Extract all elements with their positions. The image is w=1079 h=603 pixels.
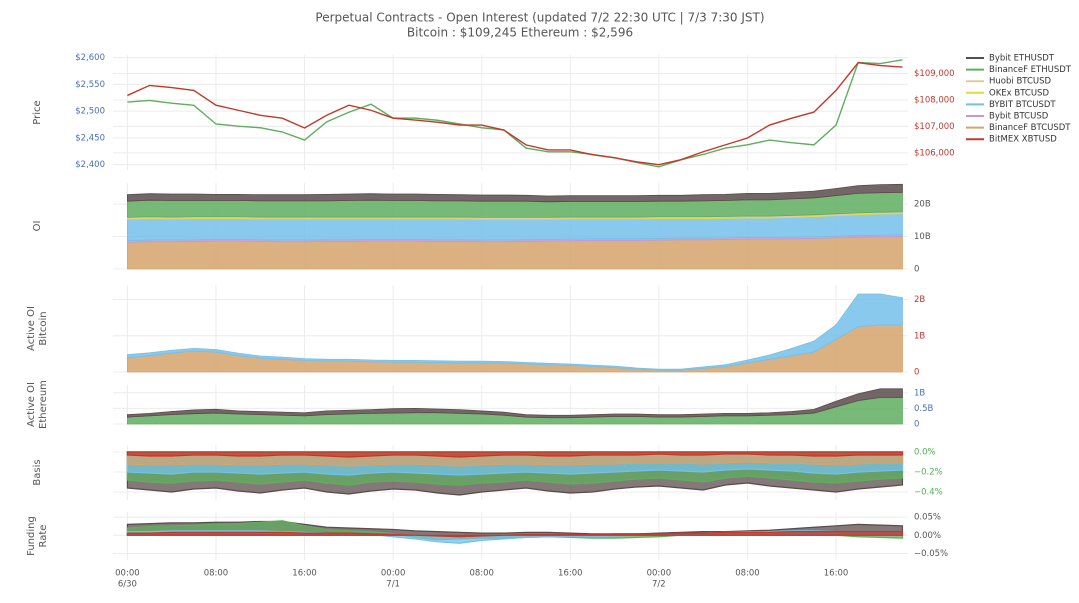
y-tick-label: 1B (914, 331, 925, 341)
stacked-area (126, 183, 903, 203)
y-axis-label: Basis (32, 459, 43, 485)
y-tick-label: 0.00% (914, 531, 941, 541)
y-tick-label: $2,600 (75, 53, 105, 63)
y-tick-label: 1B (914, 388, 925, 398)
y-axis-label: Active OI (26, 382, 37, 427)
stacked-area (126, 293, 903, 371)
stacked-area (126, 388, 903, 419)
y-tick-label: −0.05% (914, 549, 948, 559)
y-tick-label: 0.5B (914, 404, 934, 414)
chart-subtitle: Bitcoin : $109,245 Ethereum : $2,596 (407, 26, 633, 40)
y-axis-label: Active OI (26, 306, 37, 351)
y-tick-label: $2,400 (75, 160, 105, 170)
x-tick-label: 16:00 (292, 569, 317, 579)
y-tick-label: $2,500 (75, 107, 105, 117)
y-tick-label: $2,450 (75, 133, 105, 143)
price-line (127, 61, 903, 166)
y-tick-label: 20B (914, 200, 931, 210)
legend-label: OKEx BTCUSD (989, 88, 1049, 98)
y-tick-label: 0.0% (914, 448, 936, 458)
y-tick-label: 0 (914, 368, 919, 378)
y-tick-label: $108,000 (914, 95, 955, 105)
x-tick-label: 00:00 (647, 569, 672, 579)
y-axis-label: Funding (26, 516, 37, 556)
x-tick-label: 08:00 (735, 569, 760, 579)
y-tick-label: 10B (914, 232, 931, 242)
y-tick-label: $109,000 (914, 69, 955, 79)
x-tick-label: 16:00 (558, 569, 583, 579)
y-axis-label: Price (32, 100, 43, 124)
y-tick-label: −0.4% (914, 488, 943, 498)
y-axis-label: OI (32, 221, 43, 232)
x-tick-date: 6/30 (118, 580, 137, 590)
chart-title: Perpetual Contracts - Open Interest (upd… (315, 11, 764, 25)
y-tick-label: 0 (914, 265, 919, 275)
x-tick-label: 00:00 (381, 569, 406, 579)
y-tick-label: $107,000 (914, 122, 955, 132)
legend-label: BinanceF BTCUSDT (989, 123, 1071, 133)
y-tick-label: $106,000 (914, 148, 955, 158)
y-tick-label: $2,550 (75, 80, 105, 90)
y-tick-label: 0.05% (914, 513, 941, 523)
legend-label: Bybit ETHUSDT (989, 54, 1055, 64)
x-tick-date: 7/1 (386, 580, 400, 590)
y-axis-label: Bitcoin (38, 311, 49, 345)
x-tick-label: 16:00 (824, 569, 849, 579)
x-tick-label: 08:00 (204, 569, 229, 579)
area (126, 451, 904, 458)
x-tick-label: 00:00 (115, 569, 140, 579)
x-tick-date: 7/2 (652, 580, 666, 590)
x-tick-label: 08:00 (469, 569, 494, 579)
y-tick-label: 0 (914, 420, 919, 430)
y-axis-label: Ethereum (38, 380, 49, 429)
legend-label: BinanceF ETHUSDT (989, 65, 1072, 75)
y-tick-label: −0.2% (914, 468, 943, 478)
legend-label: Huobi BTCUSD (989, 77, 1052, 87)
price-line (127, 59, 903, 168)
area (126, 531, 904, 538)
legend-label: BYBIT BTCUSDT (989, 100, 1056, 110)
y-tick-label: 2B (914, 295, 925, 305)
y-axis-label: Rate (38, 525, 49, 548)
legend-label: BitMEX XBTUSD (989, 135, 1057, 145)
legend-label: Bybit BTCUSD (989, 112, 1049, 122)
